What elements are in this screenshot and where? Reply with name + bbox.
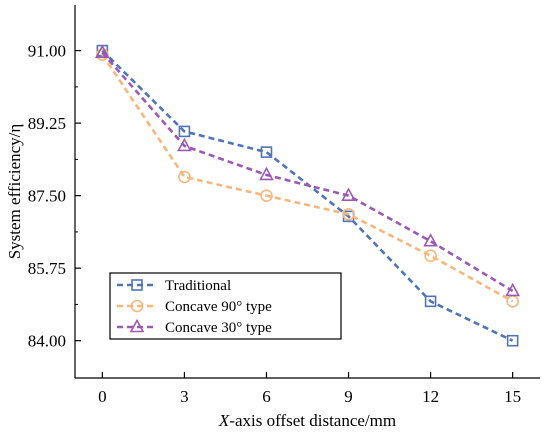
legend-marker <box>130 299 144 313</box>
x-tick-label: 15 <box>504 387 521 406</box>
data-point-2 <box>178 170 191 184</box>
legend-marker <box>131 279 143 291</box>
y-tick-label: 89.25 <box>28 114 66 133</box>
x-tick-label: 12 <box>422 387 439 406</box>
x-tick-label: 3 <box>180 387 189 406</box>
data-point-1 <box>178 125 191 138</box>
x-tick-label: 9 <box>344 387 353 406</box>
series-layer <box>95 44 520 347</box>
x-axis-title-italic: X <box>218 411 230 430</box>
data-point-3 <box>177 137 192 152</box>
data-point-1 <box>506 334 519 347</box>
x-axis-title-rest: -axis offset distance/mm <box>229 411 396 430</box>
data-point-2 <box>424 249 437 263</box>
series-line-2 <box>101 54 514 303</box>
legend-marker <box>129 318 145 333</box>
data-point-3 <box>423 233 438 247</box>
x-tick-label: 0 <box>98 387 107 406</box>
legend-label: Traditional <box>165 278 231 294</box>
data-point-3 <box>341 187 356 201</box>
y-tick-label: 84.00 <box>28 332 66 351</box>
data-point-2 <box>342 207 355 221</box>
data-point-2 <box>260 189 273 202</box>
data-point-3 <box>505 282 520 297</box>
legend-label: Concave 30° type <box>165 320 272 336</box>
y-tick-label: 91.00 <box>28 42 66 61</box>
series-line-3 <box>101 51 514 293</box>
data-point-3 <box>95 44 110 58</box>
data-point-1 <box>424 295 437 308</box>
axes: 0 3 6 9 12 15 84.00 85.75 87.50 89.25 91.00 <box>28 5 540 406</box>
legend: Traditional Concave 90° type Concave 30° t… <box>109 272 342 340</box>
y-tick-label: 87.50 <box>28 187 66 206</box>
y-axis-title: System efficiency/η <box>5 124 24 260</box>
y-tick-label: 85.75 <box>28 259 66 278</box>
data-point-1 <box>260 146 273 158</box>
data-point-3 <box>259 166 274 181</box>
x-axis-title: X-axis offset distance/mm <box>218 411 396 430</box>
legend-label: Concave 90° type <box>165 299 272 315</box>
x-tick-label: 6 <box>262 387 271 406</box>
